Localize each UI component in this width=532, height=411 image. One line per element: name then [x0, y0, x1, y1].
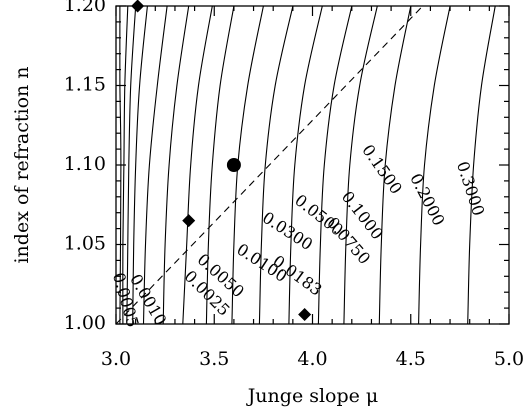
- data-markers: [131, 0, 312, 321]
- y-tick-label-0: 1.00: [64, 312, 106, 334]
- x-tick-label-3: 4.5: [396, 348, 426, 370]
- contour-line-14: [418, 6, 451, 324]
- dashed-reference-line: [116, 6, 424, 324]
- y-tick-label-1: 1.05: [64, 233, 106, 255]
- x-axis-label: Junge slope μ: [246, 385, 379, 407]
- contour-label-13: 0.1500: [358, 141, 406, 198]
- marker-circle-1: [226, 158, 241, 172]
- marker-diamond-3: [298, 307, 312, 321]
- x-tick-label-1: 3.5: [199, 348, 229, 370]
- contour-line-4: [142, 6, 168, 324]
- y-tick-label-4: 1.20: [64, 0, 106, 16]
- contour-line-5: [162, 6, 190, 324]
- contour-line-11: [317, 6, 353, 324]
- y-tick-label-2: 1.10: [64, 153, 106, 175]
- x-tick-label-2: 4.0: [297, 348, 327, 370]
- y-axis-label: index of refraction n: [11, 66, 33, 263]
- contour-line-3: [132, 6, 148, 324]
- contour-line-12: [343, 6, 378, 324]
- x-tick-label-0: 3.0: [101, 348, 131, 370]
- contour-line-10: [288, 6, 323, 324]
- contour-line-7: [205, 6, 235, 324]
- contour-line-9: [258, 6, 294, 324]
- contour-label-14: 0.2000: [406, 170, 448, 229]
- y-axis-ticks: 1.00 1.05 1.10 1.15 1.20: [64, 0, 509, 334]
- contour-line-13: [378, 6, 412, 324]
- marker-diamond-2: [182, 214, 196, 228]
- contour-label-15: 0.3000: [453, 159, 488, 218]
- contour-lines: [119, 6, 496, 324]
- x-tick-label-4: 5.0: [494, 348, 524, 370]
- contour-line-2: [126, 6, 137, 324]
- x-axis-ticks: 3.0 3.5 4.0 4.5 5.0: [101, 6, 524, 370]
- contour-line-0: [119, 6, 122, 324]
- dashed-line: [116, 6, 424, 324]
- contour-line-6: [182, 6, 213, 324]
- contour-line-15: [467, 6, 496, 324]
- y-tick-label-3: 1.15: [64, 74, 106, 96]
